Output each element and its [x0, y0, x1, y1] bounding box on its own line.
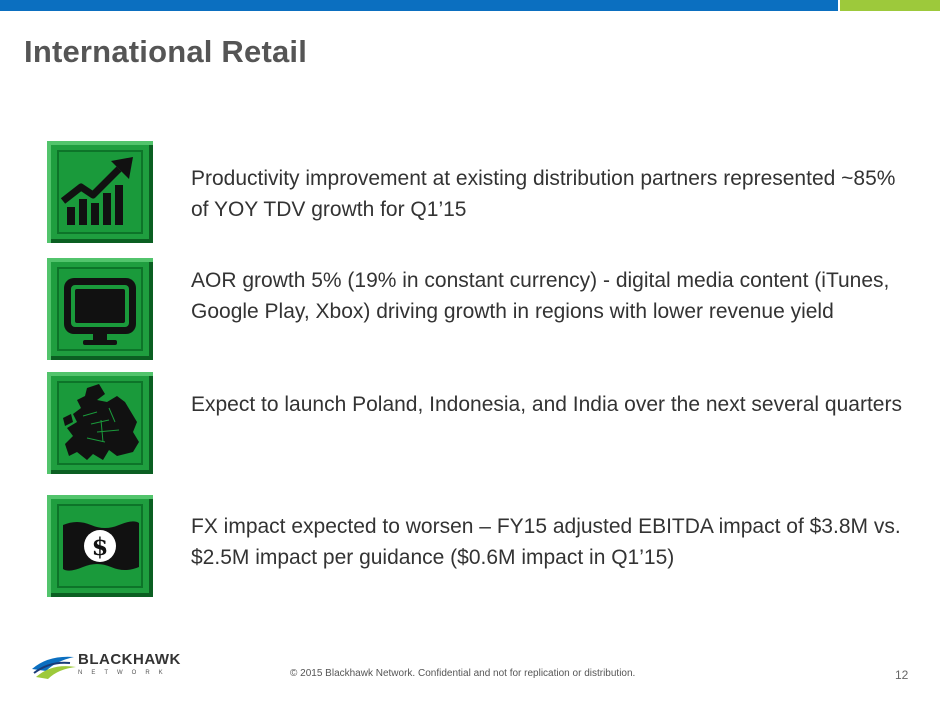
growth-chart-icon [47, 141, 153, 243]
svg-text:$: $ [92, 532, 109, 561]
copyright-notice: © 2015 Blackhawk Network. Confidential a… [290, 668, 636, 679]
logo-subtitle: NETWORK [78, 670, 172, 676]
hawk-swoosh-icon [32, 656, 76, 679]
bullet-text-3: Expect to launch Poland, Indonesia, and … [191, 393, 902, 416]
bullet-text-1: Productivity improvement at existing dis… [191, 167, 896, 221]
top-bar-blue [0, 0, 838, 11]
bullet-text-2: AOR growth 5% (19% in constant currency)… [191, 269, 890, 323]
blackhawk-logo: BLACKHAWK NETWORK [30, 647, 180, 687]
dollar-bill-icon: $ [47, 495, 153, 597]
page-title: International Retail [24, 34, 308, 69]
top-bar-green [840, 0, 940, 11]
logo-wordmark: BLACKHAWK [78, 651, 181, 668]
tv-screen-icon [47, 258, 153, 360]
top-accent-bar [0, 0, 940, 11]
bullet-text-4: FX impact expected to worsen – FY15 adju… [191, 515, 901, 569]
page-number: 12 [895, 668, 909, 682]
europe-map-icon [47, 372, 153, 474]
